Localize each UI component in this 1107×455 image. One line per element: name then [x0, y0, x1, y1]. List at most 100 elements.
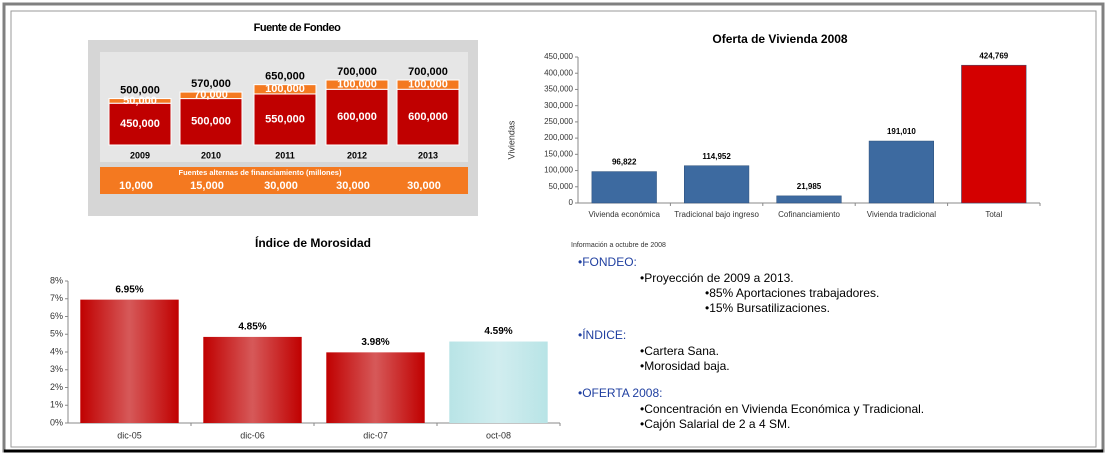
value-label: 191,010: [887, 127, 916, 136]
value-label: 114,952: [702, 152, 731, 161]
bar-segment: [253, 84, 317, 95]
note-heading: •FONDEO:: [578, 255, 637, 269]
total-label: 570,000: [191, 78, 231, 90]
y-tick-label: 7%: [50, 293, 63, 303]
note-item: •Cartera Sana.: [640, 344, 719, 358]
y-tick-label: 6%: [50, 311, 63, 321]
bar: [326, 352, 425, 423]
value-label: 6.95%: [115, 284, 143, 295]
x-tick-label: Vivienda tradicional: [866, 210, 936, 219]
y-axis-label: Viviendas: [506, 120, 516, 159]
segment-label: 550,000: [265, 113, 305, 125]
bar: [776, 195, 842, 204]
segment-label: 600,000: [408, 111, 448, 123]
x-tick-label: dic-07: [363, 430, 388, 440]
y-tick-label: 5%: [50, 329, 63, 339]
segment-label: 450,000: [120, 118, 160, 130]
y-tick-label: 2%: [50, 382, 63, 392]
note-subitem: •15% Bursatilizaciones.: [705, 301, 830, 315]
segment-label: 100,000: [265, 83, 305, 95]
y-tick-label: 150,000: [544, 149, 573, 158]
bar-segment: [108, 98, 172, 104]
year-label: 2012: [347, 150, 367, 160]
alternas-value: 30,000: [407, 180, 441, 192]
x-tick-label: Tradicional bajo ingreso: [674, 210, 759, 219]
value-label: 21,985: [797, 182, 822, 191]
bar-segment: [179, 98, 243, 146]
total-label: 700,000: [408, 66, 448, 78]
note-heading: •OFERTA 2008:: [578, 386, 662, 400]
alternas-value: 30,000: [336, 180, 370, 192]
y-tick-label: 1%: [50, 400, 63, 410]
x-tick-label: Vivienda económica: [588, 210, 660, 219]
total-label: 650,000: [265, 71, 305, 83]
value-label: 424,769: [979, 51, 1008, 60]
y-tick-label: 200,000: [544, 133, 573, 142]
y-tick-label: 3%: [50, 364, 63, 374]
x-tick-label: Total: [985, 210, 1003, 219]
bar-segment: [325, 79, 389, 90]
value-label: 96,822: [612, 158, 637, 167]
y-tick-label: 350,000: [544, 85, 573, 94]
bar: [961, 64, 1027, 204]
y-tick-label: 100,000: [544, 166, 573, 175]
x-tick-label: dic-05: [117, 430, 142, 440]
y-tick-label: 450,000: [544, 52, 573, 61]
chart-title: Fuente de Fondeo: [254, 22, 342, 34]
total-label: 500,000: [120, 84, 160, 96]
alternas-title: Fuentes alternas de financiamiento (mill…: [179, 168, 342, 177]
y-tick-label: 50,000: [549, 182, 574, 191]
year-label: 2010: [201, 150, 221, 160]
alternas-value: 10,000: [119, 180, 153, 192]
segment-label: 600,000: [337, 111, 377, 123]
note-heading: •ÍNDICE:: [578, 327, 626, 342]
bar-segment: [253, 93, 317, 146]
inner-frame: [10, 10, 1097, 448]
bar: [868, 140, 934, 204]
value-label: 4.85%: [238, 322, 266, 333]
x-tick-label: oct-08: [486, 430, 511, 440]
bar-segment: [396, 79, 460, 90]
y-tick-label: 0%: [50, 417, 63, 427]
segment-label: 50,000: [123, 95, 157, 107]
bar: [449, 341, 548, 423]
bar: [591, 171, 657, 204]
value-label: 3.98%: [361, 337, 389, 348]
alternas-value: 30,000: [264, 180, 298, 192]
note-subitem: •85% Aportaciones trabajadores.: [705, 286, 879, 300]
y-tick-label: 0: [569, 198, 574, 207]
value-label: 4.59%: [484, 326, 512, 337]
bar: [80, 299, 179, 423]
note: Información a octubre de 2008: [571, 242, 666, 249]
y-tick-label: 4%: [50, 346, 63, 356]
total-label: 700,000: [337, 66, 377, 78]
bar: [203, 336, 302, 423]
segment-label: 500,000: [191, 116, 231, 128]
note-item: •Concentración en Vivienda Económica y T…: [640, 402, 924, 416]
bar-segment: [396, 88, 460, 146]
x-tick-label: Cofinanciamiento: [778, 210, 840, 219]
bar: [684, 165, 750, 204]
y-tick-label: 400,000: [544, 68, 573, 77]
y-tick-label: 300,000: [544, 101, 573, 110]
y-tick-label: 8%: [50, 275, 63, 285]
note-item: •Morosidad baja.: [640, 359, 730, 373]
segment-label: 100,000: [408, 79, 448, 91]
note-item: •Cajón Salarial de 2 a 4 SM.: [640, 417, 790, 431]
alternas-band: [100, 167, 468, 194]
year-label: 2009: [130, 150, 150, 160]
bar-segment: [179, 91, 243, 100]
alternas-value: 15,000: [190, 180, 224, 192]
segment-label: 100,000: [337, 79, 377, 91]
bar-segment: [325, 88, 389, 146]
chart-title: Índice de Morosidad: [255, 235, 371, 250]
segment-label: 70,000: [194, 89, 228, 101]
y-tick-label: 250,000: [544, 117, 573, 126]
year-label: 2013: [418, 150, 438, 160]
chart-title: Oferta de Vivienda 2008: [712, 32, 848, 46]
x-tick-label: dic-06: [240, 430, 265, 440]
note-item: •Proyección de 2009 a 2013.: [640, 271, 794, 285]
year-label: 2011: [275, 150, 295, 160]
